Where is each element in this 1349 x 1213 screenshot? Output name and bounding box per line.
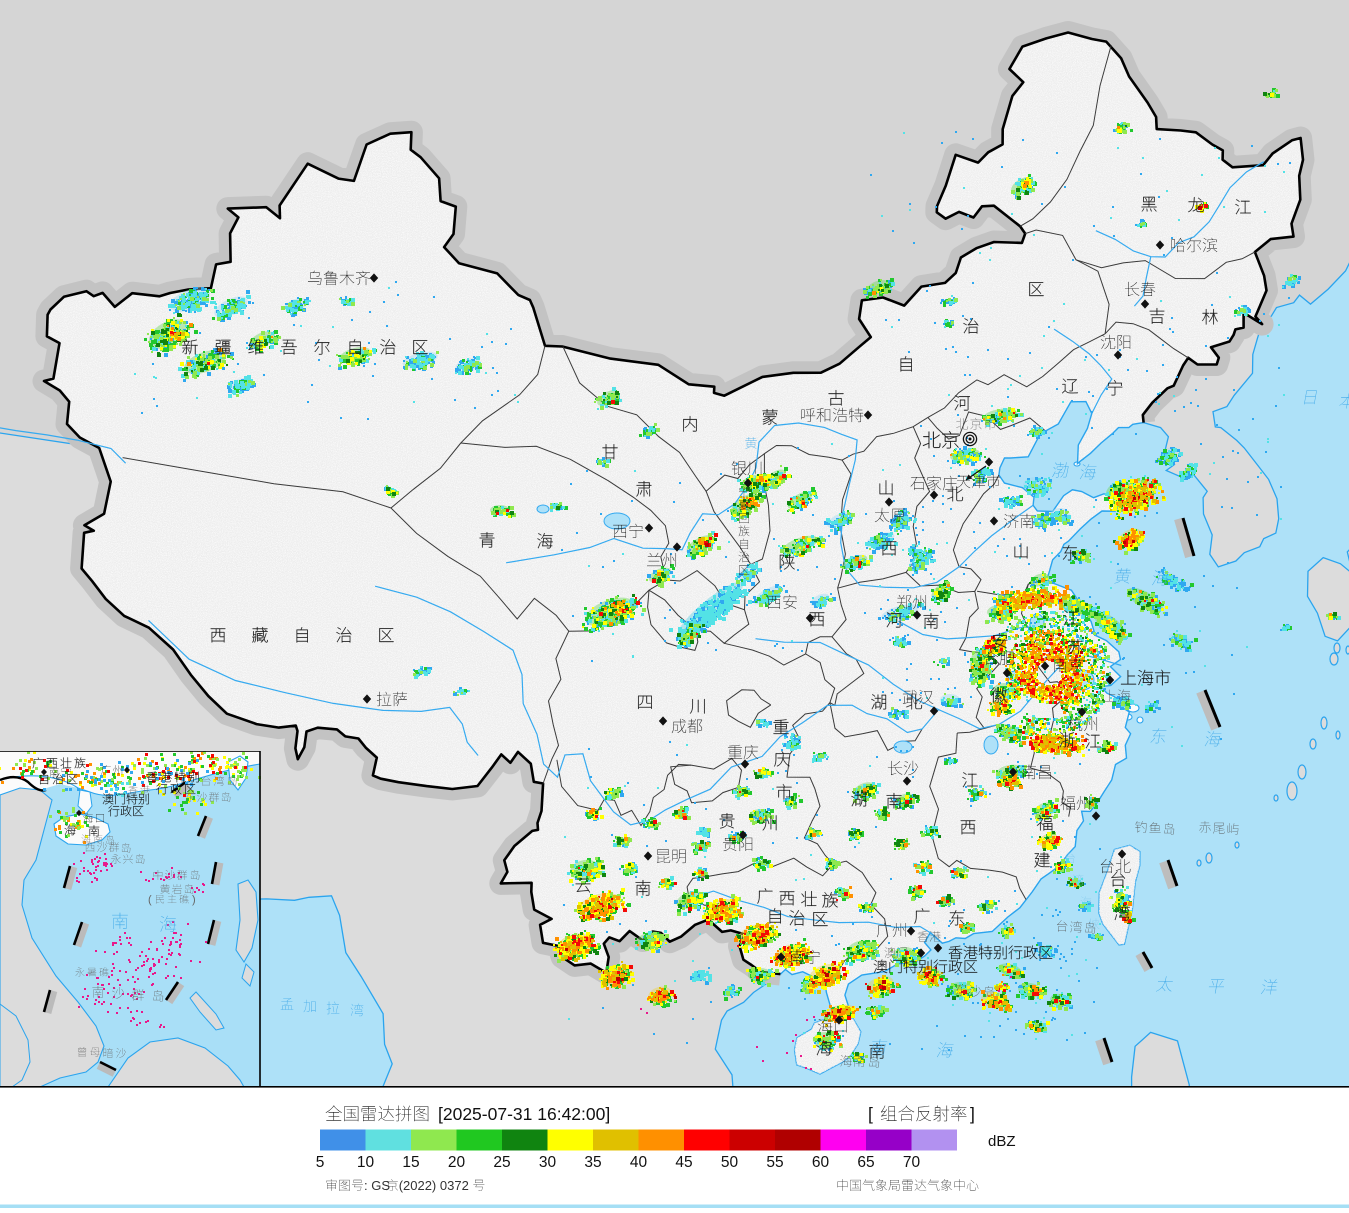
svg-text:60: 60 (812, 1154, 830, 1171)
svg-text:45: 45 (675, 1154, 692, 1171)
svg-text:(2022) 0372: (2022) 0372 (399, 1178, 469, 1193)
svg-text:25: 25 (493, 1154, 510, 1171)
svg-text:35: 35 (584, 1154, 601, 1171)
svg-text:5: 5 (316, 1154, 325, 1171)
svg-text:50: 50 (721, 1154, 739, 1171)
svg-text:30: 30 (539, 1154, 557, 1171)
svg-text:15: 15 (402, 1154, 419, 1171)
svg-text:): ) (192, 894, 196, 906)
svg-text:]: ] (970, 1104, 975, 1124)
svg-text:[: [ (868, 1104, 873, 1124)
svg-text:dBZ: dBZ (988, 1133, 1016, 1150)
svg-text:40: 40 (630, 1154, 648, 1171)
svg-text:20: 20 (448, 1154, 466, 1171)
svg-text:70: 70 (903, 1154, 921, 1171)
svg-text:: GS: : GS (364, 1178, 390, 1193)
svg-text:55: 55 (766, 1154, 783, 1171)
svg-text:10: 10 (357, 1154, 375, 1171)
svg-text:[2025-07-31 16:42:00]: [2025-07-31 16:42:00] (438, 1104, 610, 1124)
svg-text:(: ( (148, 894, 152, 906)
svg-text:65: 65 (857, 1154, 874, 1171)
